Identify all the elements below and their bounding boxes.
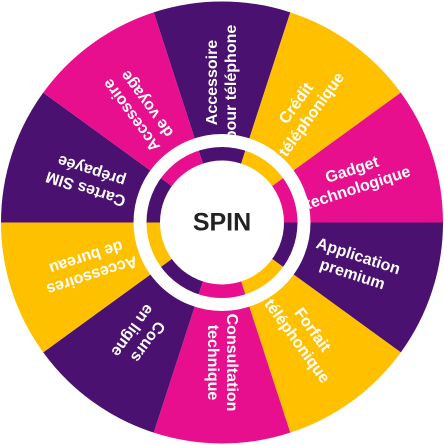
- segment-label-line: Consultation: [223, 314, 240, 412]
- segment-label: Accessoire pour téléphone: [204, 25, 240, 141]
- wheel-segment: [222, 92, 443, 223]
- spin-button[interactable]: [160, 160, 284, 285]
- wheel-segment: [43, 12, 222, 223]
- wheel-segment: [1, 222, 222, 353]
- wheel-segment: [222, 222, 443, 353]
- segment-label-line: pour téléphone: [223, 25, 240, 141]
- wheel-segment: [1, 92, 222, 223]
- wheel-segment: [43, 222, 222, 433]
- segment-label-line: Accessoire: [204, 40, 221, 125]
- wheel-segment: [153, 1, 291, 223]
- hub-ring: [133, 134, 311, 311]
- spin-button-label[interactable]: SPIN: [193, 209, 251, 237]
- wheel-segment: [222, 222, 401, 433]
- wheel-segment: [153, 222, 291, 444]
- wheel-segment: [222, 12, 401, 223]
- wheel-hub[interactable]: SPIN: [133, 134, 311, 311]
- segment-label-line: technique: [204, 325, 221, 401]
